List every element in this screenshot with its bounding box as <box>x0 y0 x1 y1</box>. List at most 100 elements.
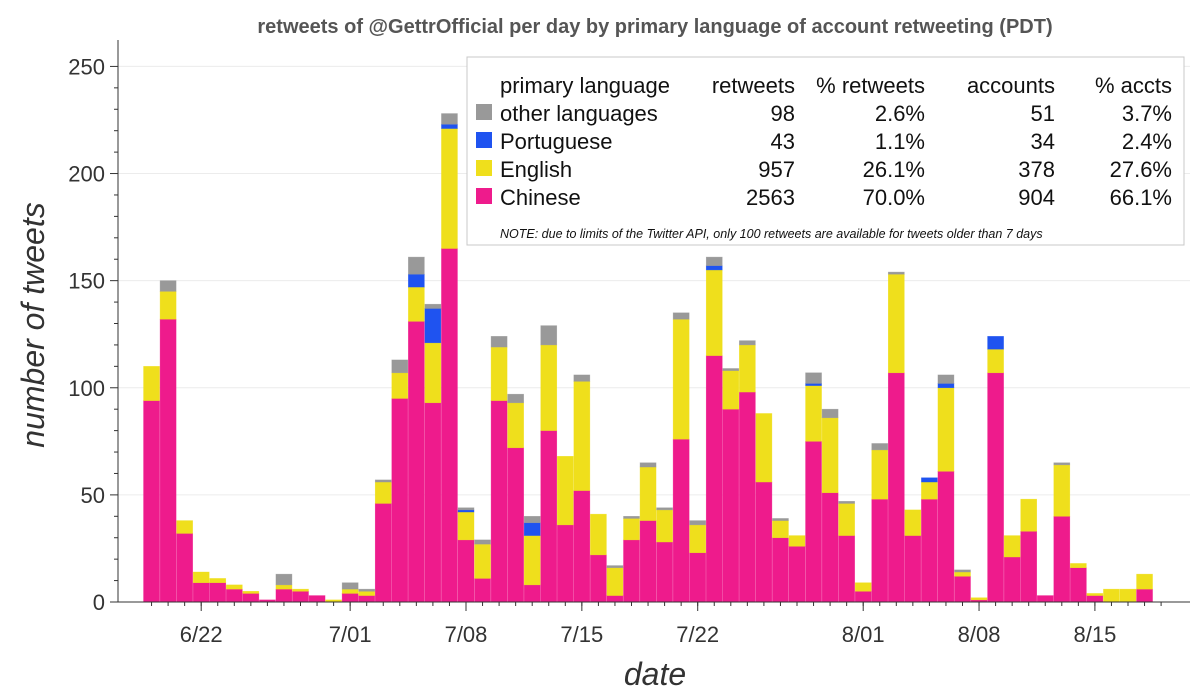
bar-english-7-16 <box>590 513 607 556</box>
legend-cell: 66.1% <box>1110 185 1172 210</box>
y-axis-label: number of tweets <box>15 202 51 447</box>
bar-chinese-7-14 <box>556 524 574 603</box>
bar-chinese-7-23 <box>705 355 723 603</box>
bar-english-7-13 <box>540 344 558 431</box>
bar-chinese-7-03 <box>374 503 392 603</box>
bar-other-languages-7-06 <box>424 303 442 309</box>
bar-english-7-23 <box>705 269 723 356</box>
y-tick-label: 50 <box>81 483 105 508</box>
bar-chinese-8-02 <box>871 498 889 603</box>
bar-portuguese-7-12 <box>523 522 541 536</box>
legend-cell: 51 <box>1031 101 1055 126</box>
legend-cell: 34 <box>1031 129 1055 154</box>
bar-chinese-6-27 <box>275 588 293 603</box>
bar-chinese-7-25 <box>739 391 756 603</box>
x-tick-label: 7/01 <box>329 622 372 647</box>
bar-english-6-28 <box>292 588 309 592</box>
bar-english-8-13 <box>1053 464 1071 517</box>
bar-chinese-7-04 <box>391 398 409 603</box>
bar-chinese-7-26 <box>755 481 773 603</box>
bar-english-7-20 <box>656 509 673 543</box>
bar-other-languages-7-17 <box>606 565 624 569</box>
bar-other-languages-7-09 <box>474 539 491 545</box>
bar-chinese-6-28 <box>292 590 309 603</box>
bar-other-languages-7-31 <box>838 501 855 504</box>
bar-chinese-8-06 <box>937 471 955 603</box>
bar-chinese-7-29 <box>805 441 822 603</box>
bar-chinese-7-12 <box>523 584 541 603</box>
bar-english-7-06 <box>424 342 442 404</box>
legend-cell: 2563 <box>746 185 795 210</box>
bar-other-languages-7-21 <box>672 312 690 320</box>
x-ticks: 6/22 7/01 7/08 7/15 7/22 8/01 8/08 8/15 <box>151 602 1162 647</box>
bar-english-7-03 <box>374 481 392 504</box>
bar-other-languages-7-23 <box>705 256 723 266</box>
bar-chinese-7-19 <box>639 520 657 603</box>
bar-english-7-11 <box>507 402 524 449</box>
legend-swatch <box>476 104 492 120</box>
bar-english-7-02 <box>358 590 376 596</box>
bar-chinese-6-21 <box>176 533 193 603</box>
bar-english-7-24 <box>722 370 740 410</box>
bar-english-8-11 <box>1020 498 1038 532</box>
legend-cell: Portuguese <box>500 129 613 154</box>
bar-chinese-8-03 <box>887 372 905 603</box>
bar-other-languages-6-27 <box>275 573 293 586</box>
bar-portuguese-7-29 <box>805 383 822 386</box>
bar-chinese-6-23 <box>209 582 227 603</box>
bar-other-languages-7-11 <box>507 393 524 404</box>
bar-english-8-18 <box>1136 573 1153 590</box>
bar-portuguese-7-06 <box>424 308 442 344</box>
bar-english-7-22 <box>689 524 707 554</box>
bar-chinese-6-22 <box>192 582 210 603</box>
y-tick-label: 100 <box>68 376 105 401</box>
bar-english-7-28 <box>788 535 806 547</box>
bar-portuguese-7-05 <box>408 273 425 288</box>
bar-chinese-7-31 <box>838 535 855 603</box>
bar-chinese-7-18 <box>623 539 640 603</box>
bar-chinese-7-02 <box>358 595 376 603</box>
bar-chinese-7-06 <box>424 402 442 603</box>
bar-english-8-04 <box>904 509 922 536</box>
bar-other-languages-7-02 <box>358 588 376 592</box>
bar-english-7-14 <box>556 456 574 526</box>
bar-english-8-03 <box>887 273 905 374</box>
bar-other-languages-7-19 <box>639 462 657 468</box>
bar-chinese-7-08 <box>457 539 475 603</box>
bar-chinese-6-24 <box>226 588 243 603</box>
bar-chinese-7-11 <box>507 447 524 603</box>
bar-english-8-06 <box>937 387 955 472</box>
bar-chinese-8-11 <box>1020 530 1038 603</box>
bar-other-languages-8-06 <box>937 374 955 384</box>
bar-chinese-6-20 <box>159 318 177 603</box>
bar-other-languages-7-20 <box>656 507 673 511</box>
bar-chinese-8-14 <box>1070 567 1087 603</box>
bar-other-languages-7-18 <box>623 516 640 519</box>
legend-cell: Chinese <box>500 185 581 210</box>
legend-cell: 98 <box>771 101 795 126</box>
bar-english-7-31 <box>838 503 855 536</box>
bar-chinese-7-21 <box>672 438 690 603</box>
bar-english-8-02 <box>871 449 889 500</box>
axes <box>117 40 1190 603</box>
bar-other-languages-7-15 <box>573 374 591 382</box>
bar-chinese-7-30 <box>821 492 839 603</box>
bar-english-7-18 <box>623 518 640 541</box>
bar-english-8-16 <box>1103 588 1120 603</box>
bar-chinese-7-15 <box>573 490 591 603</box>
bar-portuguese-7-08 <box>457 509 475 513</box>
legend-cell: 1.1% <box>875 129 925 154</box>
bar-chinese-7-13 <box>540 430 558 603</box>
bar-other-languages-7-29 <box>805 372 822 384</box>
bar-english-8-10 <box>1003 535 1021 558</box>
legend-header: accounts <box>967 73 1055 98</box>
x-tick-label: 7/08 <box>445 622 488 647</box>
bar-portuguese-7-23 <box>705 265 723 271</box>
bar-chinese-7-07 <box>441 248 458 603</box>
bar-chinese-7-01 <box>341 593 359 603</box>
bar-other-languages-7-01 <box>341 582 359 590</box>
bar-other-languages-7-24 <box>722 368 740 371</box>
bar-portuguese-8-06 <box>937 383 955 389</box>
legend-cell: 27.6% <box>1110 157 1172 182</box>
bar-other-languages-7-12 <box>523 516 541 524</box>
